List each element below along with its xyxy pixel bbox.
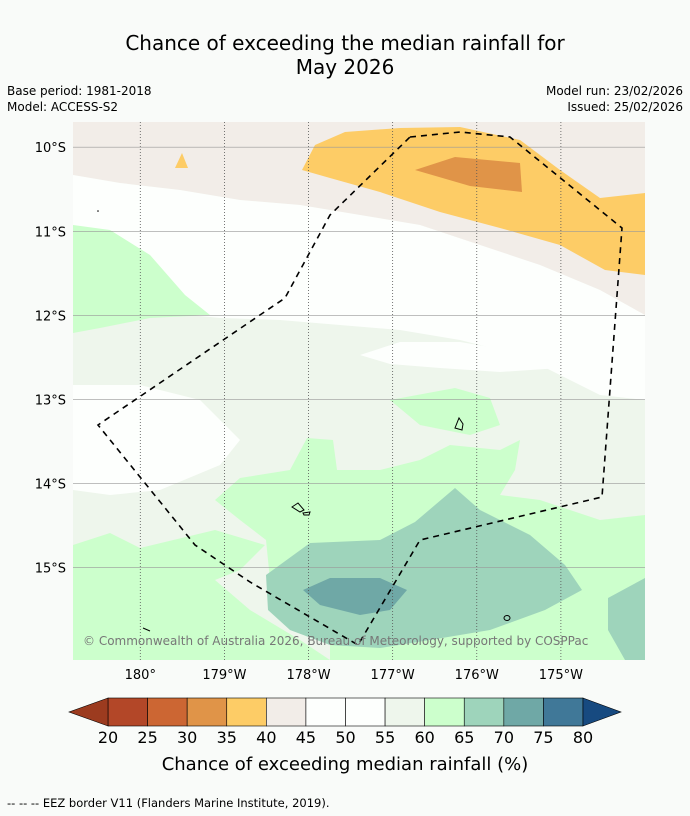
chart-title: Chance of exceeding the median rainfall … (0, 31, 690, 79)
map-area: © Commonwealth of Australia 2026, Bureau… (73, 122, 645, 660)
title-line-1: Chance of exceeding the median rainfall … (125, 31, 565, 55)
island-2 (291, 502, 305, 513)
base-period: Base period: 1981-2018 (7, 84, 152, 98)
colorbar-label-3: 35 (217, 728, 237, 747)
x-tick-label-1: 179°W (202, 668, 246, 683)
gridlines (73, 122, 645, 660)
tick-labels: 180° 179°W 178°W 177°W 176°W 175°W 10°S 11°S 12°… (35, 141, 583, 683)
colorbar-swatch-5 (305, 697, 346, 727)
island-5 (142, 627, 151, 632)
y-tick-label-4: 14°S (35, 477, 66, 492)
colorbar-label-7: 55 (375, 728, 395, 747)
colorbar-swatch-7 (384, 697, 425, 727)
colorbar-swatch-0 (107, 697, 148, 727)
band-60-65-mid (390, 388, 500, 435)
x-tick-label-3: 177°W (371, 668, 415, 683)
model-name: Model: ACCESS-S2 (7, 100, 119, 114)
meta-right: Model run: 23/02/2026 Issued: 25/02/2026 (546, 83, 683, 115)
band-65-70-east (608, 578, 645, 660)
island-4 (503, 615, 511, 621)
colorbar-swatch-8 (424, 697, 465, 727)
y-tick-label-1: 11°S (35, 225, 66, 240)
band-60-65-south (73, 530, 330, 660)
colorbar-label-11: 75 (533, 728, 553, 747)
colorbar-label-4: 40 (256, 728, 276, 747)
colorbar-swatch-9 (463, 697, 505, 727)
y-tick-label-0: 10°S (35, 141, 66, 156)
colorbar-swatch-1 (147, 697, 188, 727)
colorbar-title: Chance of exceeding median rainfall (%) (162, 754, 529, 775)
band-60-65-west (73, 225, 210, 333)
y-tick-label-2: 12°S (35, 309, 66, 324)
band-45-55-west (73, 385, 240, 495)
island-6 (97, 210, 99, 212)
title-line-2: May 2026 (295, 55, 395, 79)
colorbar-label-9: 65 (454, 728, 474, 747)
eez-border (96, 131, 623, 647)
issued-date: Issued: 25/02/2026 (567, 100, 683, 114)
band-35-40 (302, 127, 645, 275)
band-35-40-small (175, 153, 188, 168)
colorbar-label-5: 45 (296, 728, 316, 747)
x-tick-label-2: 178°W (286, 668, 330, 683)
y-tick-label-5: 15°S (35, 562, 66, 577)
band-30-35 (415, 157, 522, 192)
colorbar-swatch-6 (345, 697, 386, 727)
x-tick-label-4: 176°W (455, 668, 499, 683)
band-70-75 (303, 578, 407, 615)
colorbar-under-arrow (68, 697, 109, 727)
colorbar-swatch-10 (503, 697, 544, 727)
colorbar-over-arrow (582, 697, 622, 727)
copyright: © Commonwealth of Australia 2026, Bureau… (83, 634, 588, 648)
colorbar-label-1: 25 (137, 728, 157, 747)
colorbar-label-0: 20 (98, 728, 118, 747)
meta-left: Base period: 1981-2018 Model: ACCESS-S2 (7, 83, 152, 115)
island-1 (454, 416, 464, 431)
island-3 (302, 511, 311, 516)
model-run: Model run: 23/02/2026 (545, 84, 683, 98)
colorbar-label-8: 60 (414, 728, 434, 747)
x-tick-label-0: 180° (125, 668, 156, 683)
colorbar-label-6: 50 (335, 728, 355, 747)
colorbar-label-2: 30 (177, 728, 197, 747)
colorbar-swatch-11 (543, 697, 584, 727)
y-tick-label-3: 13°S (35, 393, 66, 408)
footer-note: -- -- -- EEZ border V11 (Flanders Marine… (7, 796, 330, 810)
colorbar: 20 25 30 35 40 45 50 55 60 65 70 75 80 (68, 697, 622, 747)
colorbar-label-12: 80 (573, 728, 593, 747)
colorbar-swatch-3 (226, 697, 267, 727)
colorbar-swatch-2 (186, 697, 228, 727)
colorbar-label-10: 70 (494, 728, 514, 747)
colorbar-swatch-4 (266, 697, 307, 727)
x-tick-label-5: 175°W (539, 668, 583, 683)
band-45-55-lens (360, 342, 560, 372)
